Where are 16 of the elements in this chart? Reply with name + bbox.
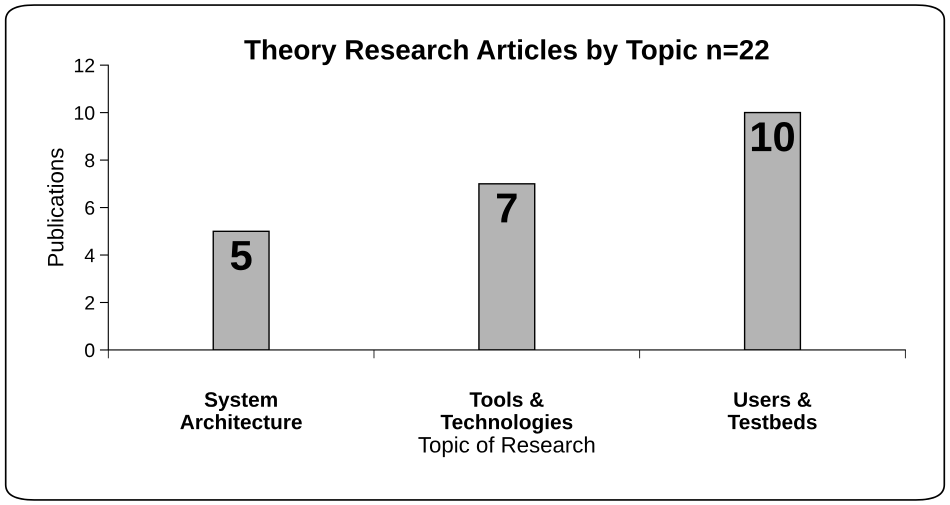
chart-title: Theory Research Articles by Topic n=22 [244, 39, 769, 66]
y-tick-label: 12 [74, 58, 94, 72]
y-tick-label: 4 [84, 248, 95, 262]
x-axis-title: Topic of Research [418, 436, 594, 458]
data-label: 5 [230, 241, 252, 270]
y-tick-label: 0 [85, 343, 94, 358]
y-tick-label: 8 [85, 154, 94, 168]
data-label: 7 [497, 194, 517, 222]
x-tick-label: System Architecture [180, 392, 302, 430]
y-tick-label: 6 [85, 201, 94, 215]
y-tick-label: 2 [85, 296, 94, 310]
data-label: 10 [752, 122, 794, 152]
y-tick-label: 10 [74, 106, 94, 120]
x-tick-label: Users & Testbeds [728, 392, 817, 430]
x-tick-label: Tools & Technologies [440, 392, 572, 434]
y-axis-title: Publications [47, 148, 64, 266]
